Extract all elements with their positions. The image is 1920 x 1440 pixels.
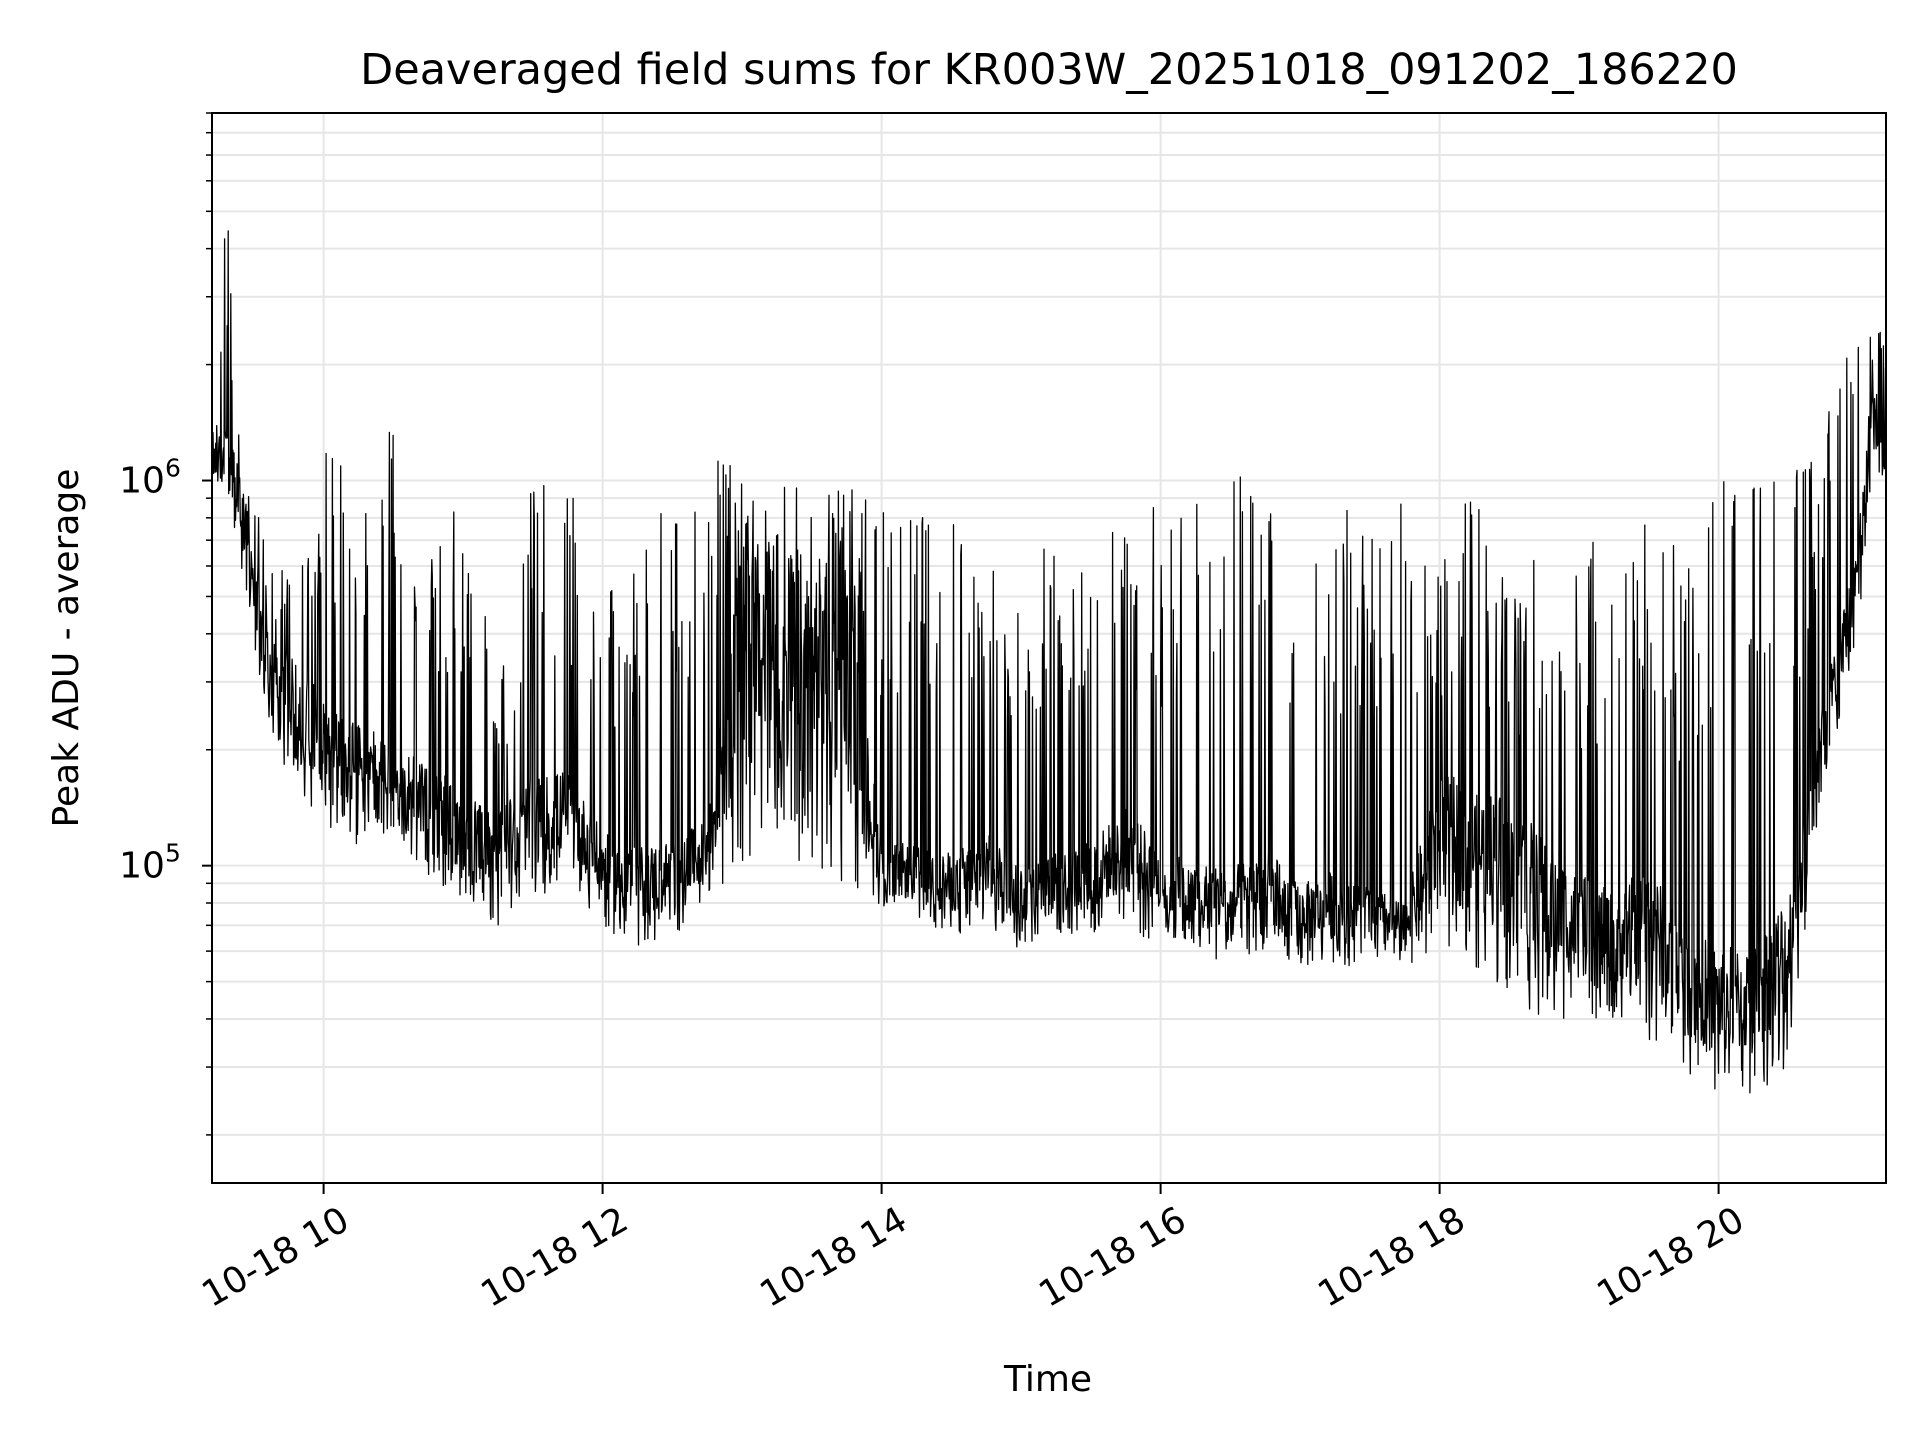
y-tick-label: 105 (119, 839, 181, 887)
plot-frame (211, 112, 1887, 1184)
series-line (211, 230, 1887, 1094)
series-group (211, 230, 1887, 1094)
y-axis-label: Peak ADU - average (46, 469, 87, 828)
y-axis: 105 106 (119, 112, 212, 1136)
y-tick-label: 106 (119, 454, 181, 502)
x-axis-label: Time (1003, 1359, 1092, 1400)
chart-title: Deaveraged field sums for KR003W_2025101… (360, 45, 1738, 95)
